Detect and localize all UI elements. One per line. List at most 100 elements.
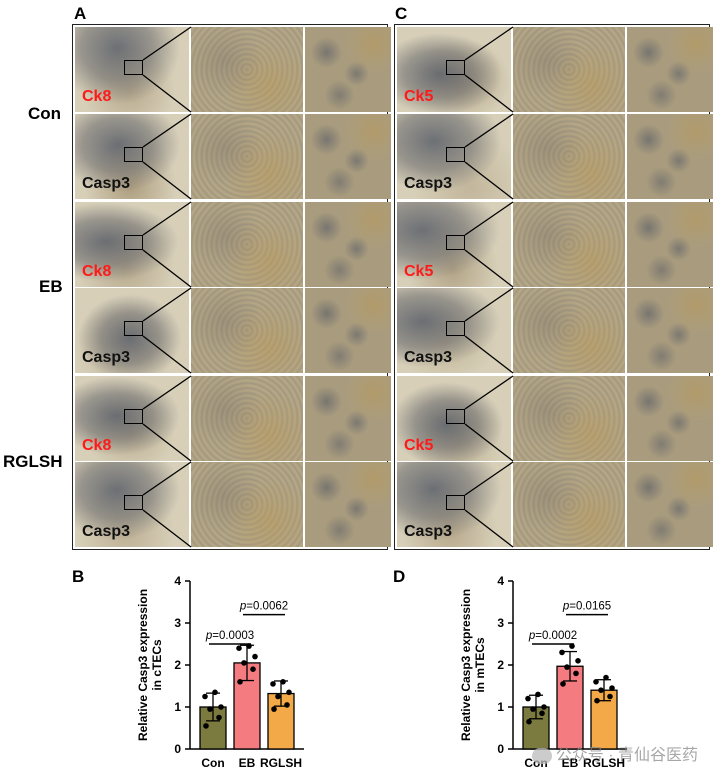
panel-a-micrograph-r6-c2 — [191, 462, 303, 547]
data-point — [216, 714, 222, 721]
y-tick-label: 1 — [174, 700, 181, 714]
y-tick-label: 4 — [497, 574, 504, 588]
data-point — [252, 653, 258, 660]
row-label-eb: EB — [39, 277, 63, 296]
panel-a-micrograph-r2-c1: Casp3 — [75, 114, 189, 199]
panel-a-micrograph-r3-c3 — [305, 202, 391, 287]
panel-c-micrograph-r5-c2 — [513, 376, 625, 461]
data-point — [607, 693, 613, 700]
zoom-region-box — [124, 321, 143, 336]
panel-a-micrograph-r6-c1: Casp3 — [75, 462, 189, 547]
stain-label: Casp3 — [82, 175, 131, 192]
panel-c-micrograph-r2-c2 — [513, 114, 625, 199]
zoom-region-box — [446, 60, 465, 75]
panel-a-micrograph-r1-c3 — [305, 27, 391, 112]
data-point — [203, 723, 209, 729]
y-tick-label: 0 — [174, 742, 181, 756]
panel-a-micrograph-r5-c1: Ck8 — [75, 376, 189, 461]
zoom-region-box — [124, 235, 143, 250]
row-label-rglsh: RGLSH — [3, 452, 63, 471]
data-point — [573, 670, 579, 677]
data-point — [575, 658, 581, 664]
data-point — [564, 664, 570, 670]
panel-c-micrograph-r4-c3 — [627, 288, 713, 373]
data-point — [202, 693, 208, 700]
x-tick-label: RGLSH — [583, 756, 625, 770]
data-point — [207, 706, 213, 712]
panel-c-micrograph-r6-c1: Casp3 — [397, 462, 511, 547]
data-point — [237, 679, 243, 685]
data-point — [541, 704, 547, 710]
data-point — [236, 645, 242, 651]
data-point — [275, 693, 281, 700]
data-point — [284, 702, 290, 708]
data-point — [535, 691, 541, 698]
zoom-region-box — [446, 495, 465, 510]
row-label-con: Con — [28, 104, 62, 123]
panel-c-micrograph-r6-c2 — [513, 462, 625, 547]
data-point — [526, 718, 532, 725]
data-point — [212, 689, 218, 696]
data-point — [603, 674, 609, 681]
panel-c-micrograph-grid: Ck5 Casp3 Ck5 Casp3 Ck5 Casp3 — [394, 24, 713, 550]
data-point — [559, 649, 565, 656]
panel-c-micrograph-r6-c3 — [627, 462, 713, 547]
data-point — [539, 710, 545, 717]
zoom-region-box — [124, 495, 143, 510]
watermark: 公众号 · 青仙谷医药 — [531, 741, 698, 765]
watermark-text: 公众号 · 青仙谷医药 — [555, 747, 698, 764]
stain-label: Casp3 — [404, 175, 453, 192]
panel-a-micrograph-r1-c2 — [191, 27, 303, 112]
panel-c-micrograph-r3-c1: Ck5 — [397, 202, 511, 287]
panel-a-micrograph-r4-c3 — [305, 288, 391, 373]
panel-c-micrograph-r5-c3 — [627, 376, 713, 461]
stain-label: Ck5 — [404, 437, 434, 454]
stain-label: Ck8 — [82, 88, 112, 105]
panel-c-micrograph-r1-c3 — [627, 27, 713, 112]
p-value-label: p=0.0002 — [528, 630, 577, 642]
stain-label: Casp3 — [82, 523, 131, 540]
p-value-label: p=0.0165 — [562, 601, 611, 613]
panel-c-micrograph-r4-c1: Casp3 — [397, 288, 511, 373]
zoom-region-box — [446, 321, 465, 336]
panel-c-micrograph-r5-c1: Ck5 — [397, 376, 511, 461]
data-point — [530, 706, 536, 712]
p-value-label: p=0.0062 — [239, 601, 288, 613]
stain-label: Casp3 — [404, 523, 453, 540]
data-point — [598, 687, 604, 693]
x-tick-label: EB — [562, 756, 579, 770]
y-axis-label: Relative Casp3 expressionin mTECs — [459, 589, 487, 741]
zoom-region-box — [446, 235, 465, 250]
x-tick-label: Con — [201, 756, 224, 770]
x-tick-label: EB — [239, 756, 256, 770]
panel-letter-a: A — [74, 4, 87, 23]
panel-a-micrograph-r1-c1: Ck8 — [75, 27, 189, 112]
panel-c-micrograph-r3-c3 — [627, 202, 713, 287]
p-value-label: p=0.0003 — [205, 630, 254, 642]
data-point — [594, 697, 600, 704]
data-point — [286, 689, 292, 696]
data-point — [525, 695, 531, 702]
zoom-region-box — [124, 147, 143, 162]
stain-label: Ck5 — [404, 88, 434, 105]
x-tick-label: RGLSH — [260, 756, 302, 770]
y-tick-label: 2 — [174, 658, 181, 672]
chart-casp3-mtecs: Relative Casp3 expressionin mTECs01234Co… — [459, 574, 627, 770]
y-tick-label: 2 — [497, 658, 504, 672]
stain-label: Ck8 — [82, 437, 112, 454]
panel-c-micrograph-r4-c2 — [513, 288, 625, 373]
panel-a-micrograph-r4-c2 — [191, 288, 303, 373]
panel-c-micrograph-r3-c2 — [513, 202, 625, 287]
zoom-region-box — [446, 409, 465, 424]
zoom-region-box — [124, 60, 143, 75]
data-point — [609, 685, 615, 691]
panel-a-micrograph-r5-c3 — [305, 376, 391, 461]
panel-letter-d: D — [393, 567, 406, 586]
panel-a-micrograph-r2-c2 — [191, 114, 303, 199]
panel-c-micrograph-r2-c1: Casp3 — [397, 114, 511, 199]
stain-label: Ck5 — [404, 263, 434, 280]
data-point — [560, 681, 566, 687]
panel-a-micrograph-grid: Ck8 Casp3 Ck8 Casp3 Ck8 Casp3 — [72, 24, 391, 550]
panel-a-micrograph-r2-c3 — [305, 114, 391, 199]
panel-c-micrograph-r1-c1: Ck5 — [397, 27, 511, 112]
